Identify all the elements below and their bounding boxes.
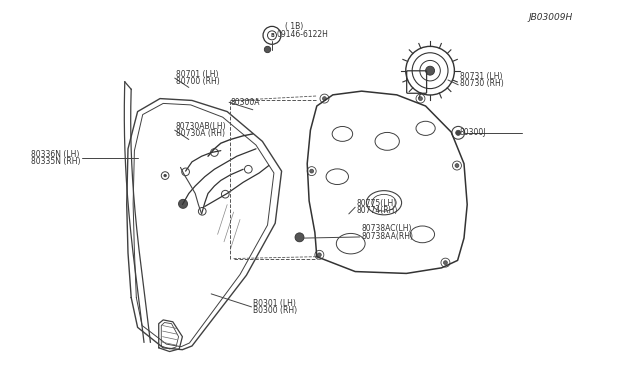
- Text: 80730AB(LH): 80730AB(LH): [176, 122, 227, 131]
- Text: 09146-6122H: 09146-6122H: [276, 30, 328, 39]
- Text: 80738AA(RH): 80738AA(RH): [362, 232, 413, 241]
- Ellipse shape: [426, 66, 435, 75]
- Ellipse shape: [317, 253, 321, 257]
- Text: B0300 (RH): B0300 (RH): [253, 306, 297, 315]
- Ellipse shape: [179, 199, 188, 208]
- Ellipse shape: [455, 164, 459, 167]
- Text: B0301 (LH): B0301 (LH): [253, 299, 296, 308]
- Ellipse shape: [295, 233, 304, 242]
- Text: 80730A (RH): 80730A (RH): [176, 129, 225, 138]
- Text: 80335N (RH): 80335N (RH): [31, 157, 80, 166]
- Text: 80774(RH): 80774(RH): [356, 206, 398, 215]
- Text: 80300J: 80300J: [460, 128, 486, 137]
- Text: 80701 (LH): 80701 (LH): [176, 70, 218, 79]
- Text: JB03009H: JB03009H: [528, 13, 572, 22]
- Text: 80731 (LH): 80731 (LH): [460, 72, 502, 81]
- Text: 80738AC(LH): 80738AC(LH): [362, 224, 412, 233]
- Ellipse shape: [164, 174, 166, 177]
- Ellipse shape: [264, 46, 271, 53]
- Ellipse shape: [419, 97, 422, 100]
- Text: 80700 (RH): 80700 (RH): [176, 77, 220, 86]
- Text: 80300A: 80300A: [230, 98, 260, 107]
- Ellipse shape: [456, 130, 461, 135]
- Ellipse shape: [444, 261, 447, 264]
- Text: 80775(LH): 80775(LH): [356, 199, 397, 208]
- Ellipse shape: [323, 97, 326, 100]
- Ellipse shape: [310, 169, 314, 173]
- Text: 80730 (RH): 80730 (RH): [460, 79, 503, 88]
- Text: ( 1B): ( 1B): [285, 22, 303, 31]
- Text: B: B: [270, 33, 274, 38]
- Text: 80336N (LH): 80336N (LH): [31, 150, 79, 159]
